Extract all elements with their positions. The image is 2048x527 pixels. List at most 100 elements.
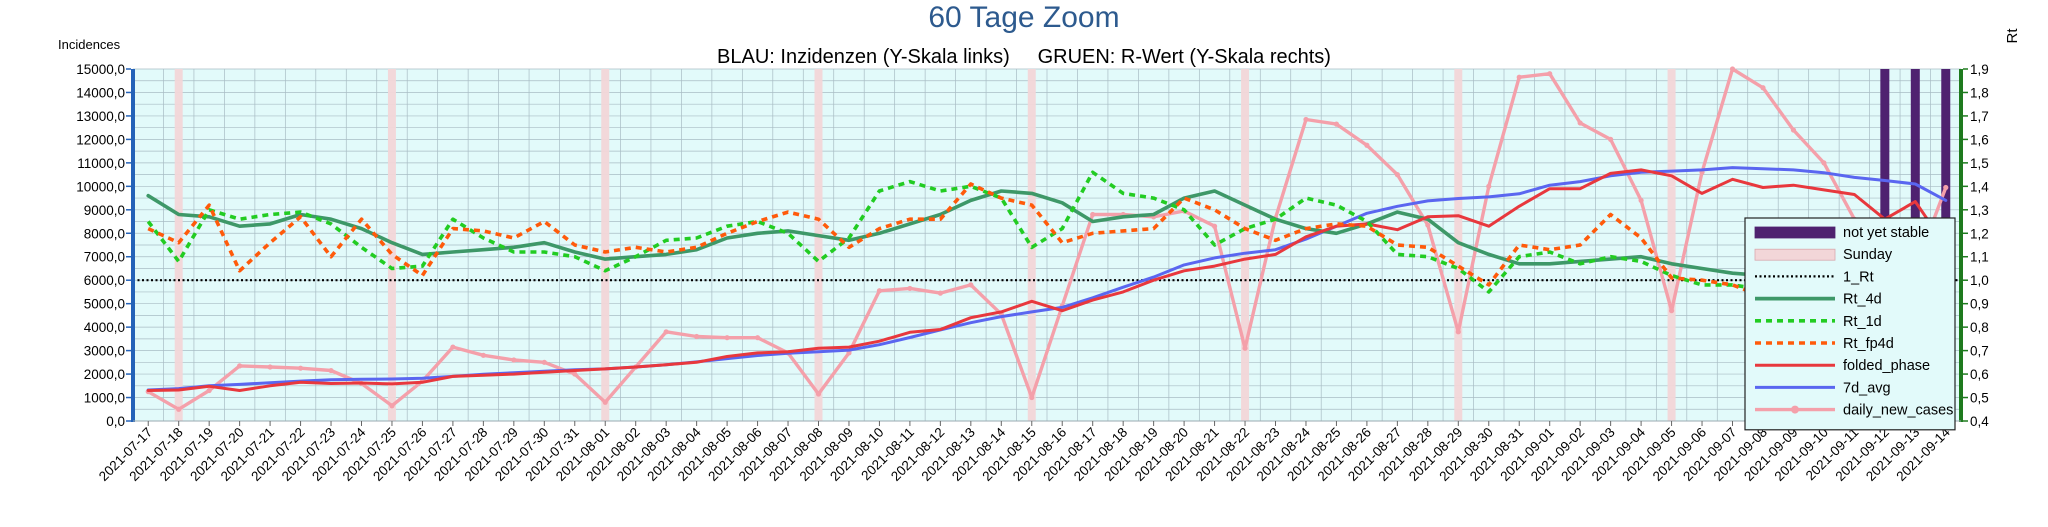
- legend-label: Rt_fp4d: [1843, 336, 1894, 352]
- point-daily_new_cases: [450, 344, 456, 350]
- legend-label: 1_Rt: [1843, 269, 1874, 285]
- legend: not yet stable Sunday 1_Rt Rt_4d Rt_1d Rt_fp4…: [1744, 217, 1956, 431]
- point-daily_new_cases: [389, 403, 395, 409]
- left-tick-label: 2000,0: [84, 367, 125, 382]
- series-Rt_4d-line: [146, 189, 1948, 306]
- series-Rt_1d-line: [146, 170, 1948, 340]
- point-daily_new_cases: [1486, 183, 1492, 189]
- left-tick-label: 0,0: [106, 414, 125, 429]
- point-daily_new_cases: [1547, 71, 1553, 77]
- point-daily_new_cases: [968, 282, 974, 288]
- point-daily_new_cases: [237, 363, 243, 369]
- point-daily_new_cases: [1211, 223, 1218, 229]
- legend-label: Rt_1d: [1843, 314, 1882, 330]
- left-axis-label: Incidences: [58, 37, 121, 52]
- legend-label: Sunday: [1843, 247, 1893, 263]
- right-tick-label: 1,0: [1970, 273, 1989, 288]
- point-daily_new_cases: [1364, 142, 1370, 148]
- point-daily_new_cases: [1760, 85, 1766, 91]
- point-daily_new_cases: [754, 335, 761, 341]
- left-tick-label: 10000,0: [76, 179, 125, 194]
- left-tick-label: 1000,0: [84, 391, 125, 406]
- point-daily_new_cases: [572, 371, 578, 377]
- right-axis-label: Rt: [2004, 28, 2021, 44]
- right-tick-label: 1,1: [1970, 250, 1989, 265]
- point-daily_new_cases: [176, 406, 182, 412]
- legend-label: folded_phase: [1843, 358, 1930, 374]
- chart-subtitle: BLAU: Inzidenzen (Y-Skala links) GRUEN: …: [717, 46, 1331, 68]
- right-tick-label: 1,9: [1970, 62, 1989, 77]
- point-daily_new_cases: [480, 352, 486, 358]
- point-daily_new_cases: [663, 329, 669, 335]
- series-folded_phase-line: [146, 168, 1948, 392]
- point-daily_new_cases: [267, 364, 273, 370]
- right-tick-label: 0,6: [1970, 367, 1989, 382]
- point-daily_new_cases: [694, 333, 700, 340]
- right-tick-label: 1,6: [1970, 132, 1989, 147]
- right-tick-label: 0,7: [1970, 344, 1989, 359]
- point-daily_new_cases: [297, 365, 304, 371]
- point-daily_new_cases: [1577, 120, 1583, 126]
- left-tick-label: 5000,0: [84, 297, 125, 312]
- sunday-bar: [1027, 69, 1036, 421]
- point-daily_new_cases: [602, 399, 608, 405]
- series-lines: [133, 66, 1961, 412]
- legend-label: not yet stable: [1843, 225, 1929, 241]
- left-tick-label: 13000,0: [76, 109, 125, 124]
- point-daily_new_cases: [1242, 345, 1248, 351]
- point-daily_new_cases: [724, 335, 730, 341]
- left-tick-label: 3000,0: [84, 344, 125, 359]
- point-daily_new_cases: [1516, 74, 1522, 80]
- point-daily_new_cases: [1425, 222, 1431, 228]
- sunday-bar: [814, 69, 823, 421]
- point-daily_new_cases: [907, 285, 913, 292]
- point-daily_new_cases: [1790, 127, 1797, 133]
- point-daily_new_cases: [1029, 394, 1035, 401]
- point-daily_new_cases: [1821, 160, 1827, 166]
- point-daily_new_cases: [541, 359, 547, 365]
- sunday-bar: [1241, 69, 1250, 421]
- legend-swatch-marker: [1791, 405, 1799, 414]
- sunday-bar: [174, 69, 183, 421]
- right-tick-label: 1,2: [1970, 226, 1989, 241]
- point-daily_new_cases: [1455, 329, 1461, 335]
- x-axis-ticks: 2021-07-172021-07-182021-07-192021-07-20…: [96, 421, 1953, 484]
- right-axis-ticks: 0,4 0,5 0,6 0,7 0,8 0,9 1,0 1,1 1,2 1,3 1,4 1,5 1,6 1…: [1963, 62, 1989, 429]
- point-daily_new_cases: [511, 357, 517, 363]
- left-tick-label: 15000,0: [76, 62, 125, 77]
- right-tick-label: 0,5: [1970, 391, 1989, 406]
- left-tick-label: 4000,0: [84, 320, 125, 335]
- right-tick-label: 1,3: [1970, 203, 1989, 218]
- point-daily_new_cases: [1729, 66, 1736, 72]
- right-tick-label: 0,4: [1970, 414, 1989, 429]
- legend-label: 7d_avg: [1843, 380, 1891, 396]
- point-daily_new_cases: [206, 387, 212, 394]
- legend-swatch: [1754, 248, 1836, 261]
- left-tick-label: 8000,0: [84, 226, 125, 241]
- sunday-bar: [387, 69, 396, 421]
- left-tick-label: 7000,0: [84, 250, 125, 265]
- grid: [132, 68, 1962, 422]
- left-tick-label: 9000,0: [84, 203, 125, 218]
- sunday-bar: [1454, 69, 1463, 421]
- point-daily_new_cases: [815, 391, 822, 397]
- sunday-bar: [601, 69, 610, 421]
- left-tick-label: 11000,0: [77, 156, 125, 171]
- left-tick-label: 14000,0: [76, 85, 125, 100]
- axes: [131, 69, 1963, 422]
- point-daily_new_cases: [1333, 121, 1340, 127]
- point-daily_new_cases: [1090, 211, 1096, 218]
- left-tick-label: 6000,0: [84, 273, 125, 288]
- point-daily_new_cases: [1943, 184, 1949, 191]
- left-axis-ticks: 0,0 1000,0 2000,0 3000,0 4000,0 5000,0 6000,0 7…: [76, 62, 131, 429]
- point-daily_new_cases: [1394, 172, 1400, 178]
- series-Rt_fp4d-line: [147, 182, 1948, 331]
- right-tick-label: 1,8: [1970, 85, 1989, 100]
- point-daily_new_cases: [328, 367, 334, 374]
- right-tick-label: 0,8: [1970, 320, 1989, 335]
- left-tick-label: 12000,0: [76, 132, 125, 147]
- legend-label: Rt_4d: [1843, 292, 1882, 308]
- point-daily_new_cases: [1668, 308, 1675, 314]
- series-daily_new_cases-line: [146, 67, 1948, 411]
